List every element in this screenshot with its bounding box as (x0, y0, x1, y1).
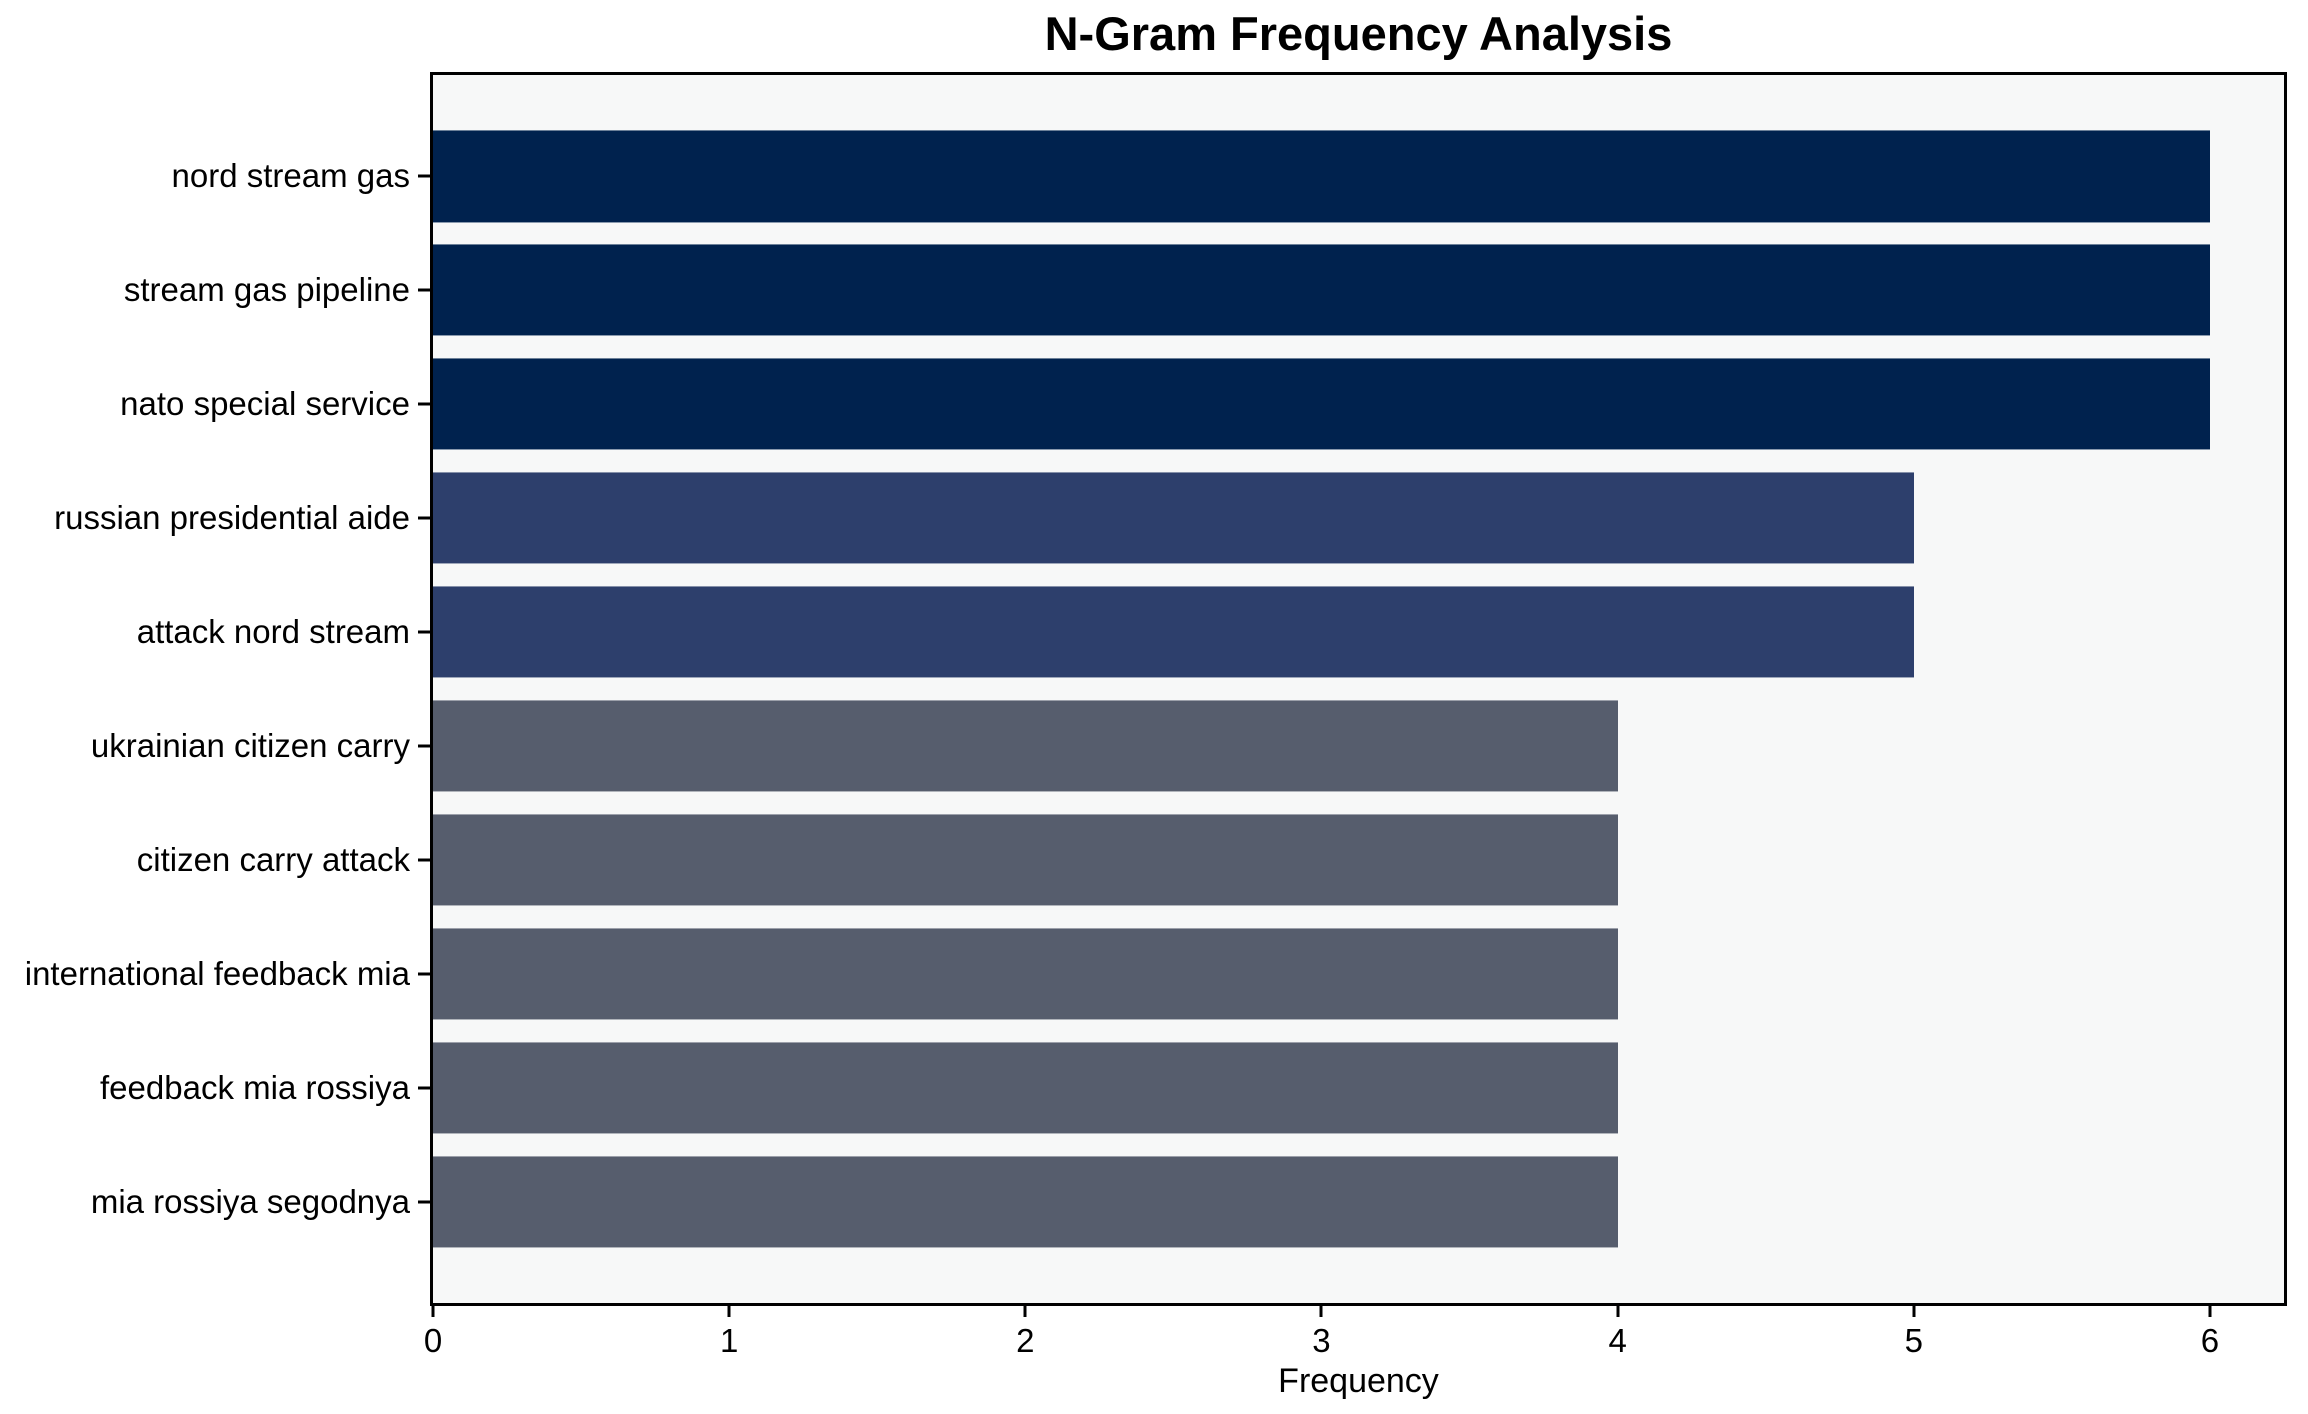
y-tick-mark (418, 972, 430, 976)
y-tick-mark (418, 402, 430, 406)
x-tick-mark (1023, 1306, 1027, 1317)
x-axis-label: Frequency (1278, 1362, 1439, 1400)
y-tick-mark (418, 1200, 430, 1204)
y-tick-label: stream gas pipeline (123, 271, 410, 309)
bar-citizen-carry-attack (433, 814, 1618, 906)
x-tick-label: 2 (1016, 1322, 1035, 1359)
x-tick-mark (1319, 1306, 1323, 1317)
y-tick-mark (418, 174, 430, 178)
x-tick-label: 1 (719, 1322, 739, 1359)
bar-stream-gas-pipeline (433, 244, 2210, 336)
x-tick-mark (431, 1306, 435, 1317)
bar-nord-stream-gas (433, 130, 2210, 222)
y-tick-label: feedback mia rossiya (100, 1068, 410, 1106)
x-tick-mark (1616, 1306, 1620, 1317)
bar-mia-rossiya-segodnya (433, 1156, 1618, 1248)
bar-feedback-mia-rossiya (433, 1042, 1618, 1134)
y-tick-mark (418, 858, 430, 862)
chart-title: N-Gram Frequency Analysis (1044, 7, 1673, 60)
y-tick-label: russian presidential aide (54, 499, 410, 537)
bar-attack-nord-stream (433, 586, 1914, 678)
x-tick-label: 3 (1312, 1322, 1331, 1359)
x-tick-mark (727, 1306, 731, 1317)
x-tick-mark (1912, 1306, 1916, 1317)
plot-area (430, 72, 2287, 1306)
x-tick-label: 0 (423, 1322, 443, 1359)
y-tick-label: ukrainian citizen carry (90, 726, 410, 764)
y-tick-mark (418, 1086, 430, 1090)
y-tick-mark (418, 744, 430, 748)
y-tick-mark (418, 516, 430, 520)
bar-nato-special-service (433, 358, 2210, 450)
y-tick-label: international feedback mia (24, 954, 410, 992)
y-tick-label: nato special service (120, 385, 410, 423)
y-tick-mark (418, 630, 430, 634)
y-tick-label: citizen carry attack (136, 840, 410, 878)
bar-ukrainian-citizen-carry (433, 700, 1618, 792)
y-tick-label: mia rossiya segodnya (90, 1182, 410, 1220)
bar-international-feedback-mia (433, 928, 1618, 1020)
y-tick-mark (418, 288, 430, 292)
y-tick-label: nord stream gas (171, 157, 410, 195)
x-tick-mark (2208, 1306, 2212, 1317)
x-tick-label: 6 (2200, 1322, 2220, 1359)
y-tick-label: attack nord stream (136, 613, 410, 651)
bar-russian-presidential-aide (433, 472, 1914, 564)
x-tick-label: 4 (1608, 1322, 1627, 1359)
x-tick-label: 5 (1904, 1322, 1923, 1359)
